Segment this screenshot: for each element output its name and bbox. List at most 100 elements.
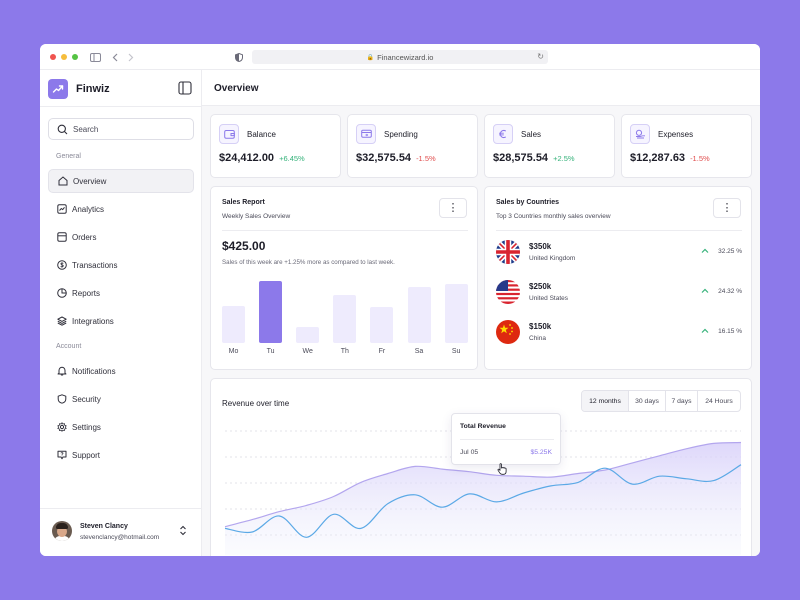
bar-tu[interactable] <box>259 281 283 343</box>
bar-label: We <box>302 348 313 355</box>
section-label-general: General <box>56 153 81 160</box>
arrow-up-icon <box>701 328 709 333</box>
chevron-up-down-icon[interactable] <box>179 525 187 536</box>
range-tab-7-days[interactable]: 7 days <box>666 391 698 411</box>
stat-delta: -1.5% <box>690 154 710 163</box>
gear-icon <box>57 422 67 432</box>
address-bar[interactable]: 🔒 Financewizard.io ↻ <box>252 50 548 64</box>
stat-card-spending[interactable]: Spending $32,575.54 -1.5% <box>347 114 478 178</box>
sidebar-item-analytics[interactable]: Analytics <box>48 197 194 221</box>
bar-label: Sa <box>414 348 424 355</box>
sidebar-item-label: Security <box>72 394 101 404</box>
country-percent: 24.32 % <box>718 288 742 295</box>
card-icon <box>356 124 376 144</box>
url-text: Financewizard.io <box>377 52 434 62</box>
collapse-sidebar-icon[interactable] <box>178 81 192 95</box>
bar-fr[interactable] <box>370 307 394 343</box>
sidebar-item-transactions[interactable]: Transactions <box>48 253 194 277</box>
brand[interactable]: Finwiz <box>48 79 110 99</box>
country-row[interactable]: $350k United Kingdom 32.25 % <box>496 238 742 268</box>
stat-card-sales[interactable]: Sales $28,575.54 +2.5% <box>484 114 615 178</box>
china-flag-icon <box>496 320 520 344</box>
range-tab-12-months[interactable]: 12 months <box>582 391 629 411</box>
bar-mo[interactable] <box>222 306 245 343</box>
tooltip-divider <box>460 439 554 440</box>
search-icon <box>57 124 68 134</box>
country-name: China <box>529 335 546 342</box>
search-input[interactable]: Search <box>48 118 194 140</box>
sidebar-item-support[interactable]: Support <box>48 443 194 467</box>
help-icon <box>57 450 67 460</box>
back-arrow-icon[interactable] <box>110 50 120 64</box>
bar-we[interactable] <box>296 327 320 343</box>
bar-label: Su <box>451 348 461 355</box>
home-icon <box>58 176 68 186</box>
tooltip-title: Total Revenue <box>460 423 506 430</box>
layers-icon <box>57 316 67 326</box>
stat-card-expenses[interactable]: Expenses $12,287.63 -1.5% <box>621 114 752 178</box>
sidebar-item-security[interactable]: Security <box>48 387 194 411</box>
section-label-account: Account <box>56 343 82 350</box>
user-profile[interactable]: Steven Clancy stevenclancy@hotmail.com <box>40 508 202 556</box>
stat-title: Expenses <box>658 130 694 139</box>
stat-title: Spending <box>384 130 418 139</box>
stat-title: Sales <box>521 130 542 139</box>
coins-icon <box>630 124 650 144</box>
sidebar-divider <box>40 106 202 107</box>
stat-value: $28,575.54 <box>493 152 549 164</box>
sidebar-item-settings[interactable]: Settings <box>48 415 194 439</box>
shield-icon <box>57 394 67 404</box>
stat-delta: +6.45% <box>279 154 305 163</box>
minimize-window-button[interactable] <box>61 54 67 60</box>
forward-arrow-icon[interactable] <box>126 50 136 64</box>
sales-note: Sales of this week are +1.25% more as co… <box>222 259 395 266</box>
bar-label: Fr <box>378 348 386 355</box>
bar-th[interactable] <box>333 295 357 343</box>
country-name: United Kingdom <box>529 255 576 262</box>
more-options-button[interactable]: ⋮ <box>713 198 741 218</box>
range-tab-24-hours[interactable]: 24 Hours <box>705 397 733 405</box>
maximize-window-button[interactable] <box>72 54 78 60</box>
card-title: Revenue over time <box>222 399 290 408</box>
sales-amount: $425.00 <box>222 239 266 253</box>
bar-sa[interactable] <box>407 287 431 343</box>
privacy-shield-icon[interactable] <box>234 50 244 64</box>
sidebar-item-label: Support <box>72 450 101 460</box>
country-amount: $150k <box>529 322 552 331</box>
sidebar-item-reports[interactable]: Reports <box>48 281 194 305</box>
sidebar-item-overview[interactable]: Overview <box>48 169 194 193</box>
browser-toolbar: 🔒 Financewizard.io ↻ <box>40 44 760 70</box>
bar-label: Th <box>340 348 349 355</box>
time-range-selector: 12 months 30 days 7 days 24 Hours <box>581 390 741 412</box>
range-tab-30-days[interactable]: 30 days <box>629 391 666 411</box>
revenue-line-series-2 <box>224 464 742 538</box>
bar-label: Tu <box>266 348 275 355</box>
sales-report-card: Sales Report Weekly Sales Overview ⋮ $42… <box>210 186 478 370</box>
more-options-button[interactable]: ⋮ <box>439 198 467 218</box>
main-content: Overview Balance $24,412.00 +6.45% Spend… <box>202 70 760 556</box>
sidebar-item-integrations[interactable]: Integrations <box>48 309 194 333</box>
dollar-icon <box>57 260 67 270</box>
sidebar-item-label: Orders <box>72 232 97 242</box>
sidebar-item-orders[interactable]: Orders <box>48 225 194 249</box>
sidebar-toggle-icon[interactable] <box>89 50 101 64</box>
close-window-button[interactable] <box>50 54 56 60</box>
country-percent: 32.25 % <box>718 248 742 255</box>
sidebar: Finwiz Search General Overview Analytics… <box>40 70 202 556</box>
arrow-up-icon <box>701 288 709 293</box>
stat-delta: +2.5% <box>553 154 575 163</box>
sidebar-item-notifications[interactable]: Notifications <box>48 359 194 383</box>
user-email: stevenclancy@hotmail.com <box>80 534 160 541</box>
country-row[interactable]: $250k United States 24.32 % <box>496 278 742 308</box>
user-name: Steven Clancy <box>80 523 128 530</box>
chart-tooltip: Total Revenue Jul 05 $5.25K <box>451 413 561 465</box>
sidebar-item-label: Analytics <box>72 204 105 214</box>
stat-card-balance[interactable]: Balance $24,412.00 +6.45% <box>210 114 341 178</box>
avatar <box>52 521 72 541</box>
reload-icon[interactable]: ↻ <box>537 52 544 61</box>
revenue-card: Revenue over time 12 months 30 days 7 da… <box>210 378 752 556</box>
sidebar-item-label: Overview <box>73 176 107 186</box>
bar-su[interactable] <box>444 284 468 343</box>
country-row[interactable]: $150k China 16.15 % <box>496 318 742 348</box>
analytics-icon <box>57 204 67 214</box>
